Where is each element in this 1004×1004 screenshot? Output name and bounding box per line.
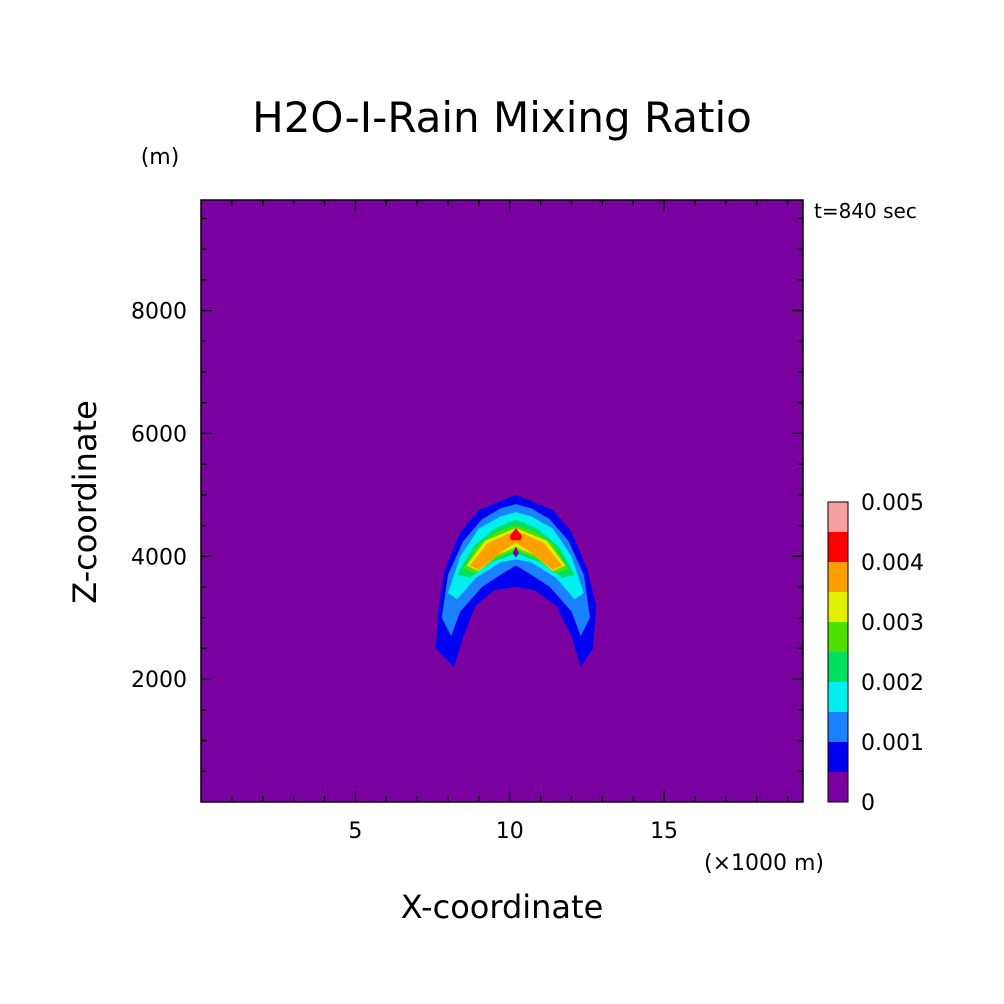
axis-ticks	[201, 200, 803, 802]
y-tick-labels: 2000 4000 6000 8000	[131, 300, 187, 694]
colorbar-swatch	[828, 592, 848, 622]
contour-band-7	[509, 528, 523, 541]
colorbar-labels: 0 0.001 0.002 0.003 0.004 0.005	[861, 491, 924, 816]
chart-title: H2O-I-Rain Mixing Ratio	[252, 93, 752, 142]
colorbar-swatch	[828, 532, 848, 562]
time-label: t=840 sec	[814, 199, 917, 223]
x-unit-label: (×1000 m)	[704, 851, 824, 876]
colorbar-swatch	[828, 772, 848, 802]
contour-layer	[435, 494, 597, 667]
x-tick-label: 15	[650, 819, 678, 844]
y-tick-label: 6000	[131, 422, 187, 447]
y-tick-label: 2000	[131, 668, 187, 693]
colorbar-swatch	[828, 652, 848, 682]
colorbar-swatch	[828, 682, 848, 712]
x-axis-label: X-coordinate	[401, 888, 604, 926]
colorbar-swatch	[828, 742, 848, 772]
x-tick-label: 10	[496, 819, 524, 844]
plot-frame	[200, 199, 804, 803]
colorbar-tick-label: 0.002	[861, 671, 924, 696]
colorbar-swatch	[828, 712, 848, 742]
y-tick-label: 8000	[131, 300, 187, 325]
y-axis-label: Z-coordinate	[66, 400, 104, 604]
colorbar-swatch	[828, 622, 848, 652]
contour-band-5	[466, 528, 566, 571]
colorbar	[827, 501, 849, 803]
colorbar-tick-label: 0	[861, 791, 875, 816]
colorbar-frame	[827, 501, 849, 803]
x-tick-label: 5	[348, 819, 362, 844]
x-tick-labels: 5 10 15	[348, 819, 678, 844]
contour-band-8	[512, 546, 519, 558]
colorbar-tick-label: 0.004	[861, 551, 924, 576]
y-tick-label: 4000	[131, 545, 187, 570]
y-unit-label: (m)	[141, 145, 180, 170]
colorbar-tick-label: 0.001	[861, 731, 924, 756]
colorbar-swatch	[828, 562, 848, 592]
colorbar-tick-label: 0.005	[861, 491, 924, 516]
colorbar-swatch	[828, 502, 848, 532]
colorbar-tick-label: 0.003	[861, 611, 924, 636]
